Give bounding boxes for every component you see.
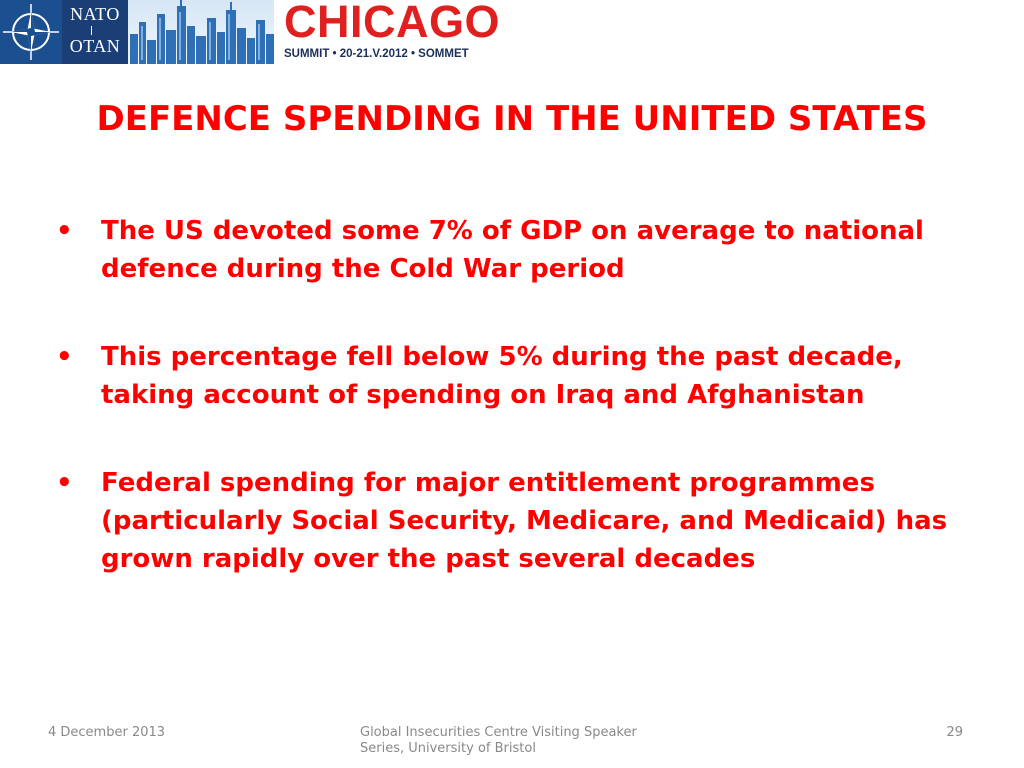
slide-title: DEFENCE SPENDING IN THE UNITED STATES bbox=[96, 99, 928, 139]
bullet-marker: • bbox=[56, 216, 73, 246]
bullet-text: This percentage fell below 5% during the… bbox=[101, 342, 903, 410]
bullet-marker: • bbox=[56, 342, 73, 372]
nato-label: NATO bbox=[70, 4, 120, 24]
slide-number: 29 bbox=[946, 725, 963, 740]
bullet-item: • This percentage fell below 5% during t… bbox=[56, 338, 956, 414]
bullet-item: • The US devoted some 7% of GDP on avera… bbox=[56, 212, 956, 288]
nato-compass-icon bbox=[0, 0, 62, 64]
bullet-text: The US devoted some 7% of GDP on average… bbox=[101, 216, 924, 284]
nato-divider bbox=[91, 26, 92, 35]
footer-event: Global Insecurities Centre Visiting Spea… bbox=[360, 725, 637, 756]
bullet-text: Federal spending for major entitlement p… bbox=[101, 468, 948, 574]
nato-otan-wordmark: NATO OTAN bbox=[62, 0, 128, 64]
summit-city-name: CHICAGO bbox=[284, 0, 500, 47]
footer-date: 4 December 2013 bbox=[48, 725, 166, 740]
bullet-marker: • bbox=[56, 468, 73, 498]
bullet-list: • The US devoted some 7% of GDP on avera… bbox=[56, 212, 956, 628]
otan-label: OTAN bbox=[69, 36, 121, 56]
summit-dates: SUMMIT • 20-21.V.2012 • SOMMET bbox=[284, 48, 469, 60]
summit-banner: NATO OTAN bbox=[0, 0, 500, 64]
bullet-item: • Federal spending for major entitlement… bbox=[56, 464, 956, 578]
chicago-skyline-image bbox=[128, 0, 274, 64]
chicago-summit-logo: CHICAGO SUMMIT • 20-21.V.2012 • SOMMET bbox=[274, 0, 500, 64]
